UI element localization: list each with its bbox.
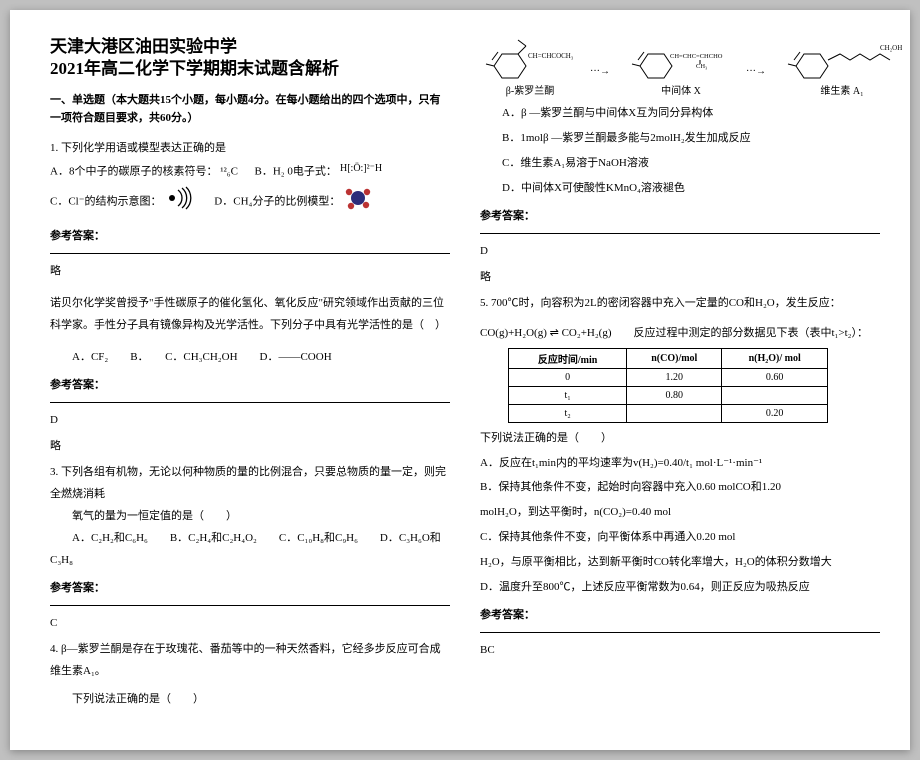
mol-ionone: CH=CHCOCH₃ β‑紫罗兰酮 [480,36,580,97]
ch4-model-icon [343,185,373,219]
q4-optB: B．1molβ —紫罗兰酮最多能与2molH₂发生加成反应 [480,128,880,149]
q3-opts: A．C₂H₂和C₆H₆ B．C₂H₄和C₂H₄O₂ C．C₁₀H₈和C₉H₆ D… [50,527,450,571]
q4-ans: D [480,240,880,262]
td [627,404,722,422]
svg-text:CH=CHCOCH₃: CH=CHCOCH₃ [528,52,574,60]
q5-ansref: 参考答案： [480,604,880,626]
divider [50,253,450,254]
cl-shell-icon [164,186,192,218]
divider [50,402,450,403]
td: 0.60 [722,368,828,386]
divider [480,632,880,633]
q1-optA: A．8个中子的碳原子的核素符号： [50,166,217,178]
q5-optC2: H₂O，与原平衡相比，达到新平衡时CO转化率增大，H₂O的体积分数增大 [480,552,880,573]
q4-optA: A．β —紫罗兰酮与中间体X互为同分异构体 [480,103,880,124]
mol-x: CH=CHC=CHCHO CH₃ 中间体 X [626,36,736,97]
td: t₂ [509,404,627,422]
td: t₁ [509,386,627,404]
q5-optA: A．反应在t₁min内的平均速率为v(H₂)=0.40/t₁ mol·L⁻¹·m… [480,453,880,474]
q4-note: 略 [480,266,880,288]
svg-text:···→: ···→ [746,66,766,77]
th: 反应时间/min [509,348,627,368]
divider [480,233,880,234]
q2-stem: 诺贝尔化学奖曾授予"手性碳原子的催化氢化、氧化反应"研究领域作出贡献的三位科学家… [50,292,450,336]
q3-ansref: 参考答案： [50,577,450,599]
q2-opts: A．CF₂ B． C．CH₃CH₂OH D．——COOH [50,346,450,368]
q1-ansref: 参考答案： [50,225,450,247]
th: n(CO)/mol [627,348,722,368]
q5-optC1: C．保持其他条件不变，向平衡体系中再通入0.20 mol [480,527,880,548]
mol-label-b: 中间体 X [626,82,736,97]
q5-optB1: B．保持其他条件不变，起始时向容器中充入0.60 molCO和1.20 [480,477,880,498]
exam-title: 2021年高二化学下学期期末试题含解析 [50,58,450,80]
h2o-electron-icon: H[:Ö:]²⁻H [340,159,386,185]
q3-stem: 3. 下列各组有机物，无论以何种物质的量的比例混合，只要总物质的量一定，则完全燃… [50,461,450,505]
arrow-icon: ···→ [590,50,616,97]
td: 0.80 [627,386,722,404]
svg-text:···→: ···→ [590,66,610,77]
divider [50,605,450,606]
svg-text:CH=CHC=CHCHO: CH=CHC=CHCHO [670,53,723,60]
mol-va1: CH₂OH 维生素 A₁ [782,36,902,97]
svg-text:H[:Ö:]²⁻H: H[:Ö:]²⁻H [340,162,382,174]
q1-note: 略 [50,260,450,282]
section-a-head: 一、单选题（本大题共15个小题，每小题4分。在每小题给出的四个选项中，只有一项符… [50,92,450,127]
td: 0 [509,368,627,386]
q4-ansref: 参考答案： [480,205,880,227]
q1-optA-sym: ¹²₆C [220,166,238,178]
q4-optD: D．中间体X可使酸性KMnO₄溶液褪色 [480,178,880,199]
q1-optB: B．H₂ 0电子式： [254,166,336,178]
q1-stem: 1. 下列化学用语或模型表达正确的是 [50,137,450,159]
svg-text:CH₂OH: CH₂OH [880,44,902,52]
q5-table: 反应时间/min n(CO)/mol n(H₂O)/ mol 0 1.20 0.… [508,348,828,423]
school-name: 天津大港区油田实验中学 [50,36,450,58]
q5-stem: 5. 700℃时，向容积为2L的密闭容器中充入一定量的CO和H₂O，发生反应： [480,292,880,314]
q4-stem2: 下列说法正确的是（ ） [50,688,450,710]
q5-ans: BC [480,639,880,661]
q5-after: 下列说法正确的是（ ） [480,427,880,449]
arrow-icon: ···→ [746,50,772,97]
q5-optB2: molH₂O，到达平衡时，n(CO₂)=0.40 mol [480,502,880,523]
q2-note: 略 [50,435,450,457]
q4-mol-row: CH=CHCOCH₃ β‑紫罗兰酮 ···→ CH=CHC=CHCHO CH₃ … [480,36,880,97]
q3-ans: C [50,612,450,634]
q1-optD: D．CH₄分子的比例模型： [214,196,340,208]
td [722,386,828,404]
q5-eqn: CO(g)+H₂O(g) ⇌ CO₂+H₂(g) 反应过程中测定的部分数据见下表… [480,322,880,344]
q4-optC: C．维生素A₁易溶于NaOH溶液 [480,153,880,174]
q3-stem2: 氧气的量为一恒定值的是（ ） [50,505,450,527]
mol-label-c: 维生素 A₁ [782,82,902,97]
td: 0.20 [722,404,828,422]
q2-ansref: 参考答案： [50,374,450,396]
q5-optD: D．温度升至800℃，上述反应平衡常数为0.64，则正反应为吸热反应 [480,577,880,598]
q2-ans: D [50,409,450,431]
td: 1.20 [627,368,722,386]
th: n(H₂O)/ mol [722,348,828,368]
q4-stem: 4. β—紫罗兰酮是存在于玫瑰花、番茄等中的一种天然香料，它经多步反应可合成维生… [50,638,450,682]
svg-text:CH₃: CH₃ [696,63,707,70]
q1-optC: C．Cl⁻的结构示意图： [50,196,162,208]
mol-label-a: β‑紫罗兰酮 [480,82,580,97]
